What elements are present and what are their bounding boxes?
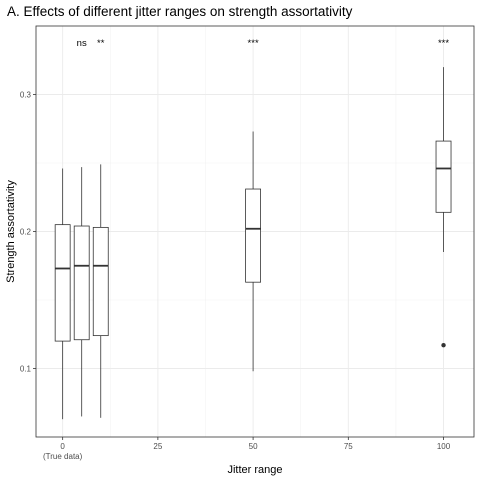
y-tick-label: 0.3 [20, 91, 32, 100]
box [54, 224, 71, 342]
significance-label: *** [248, 38, 259, 49]
outlier-point [441, 343, 446, 348]
box [245, 188, 261, 283]
boxplot [245, 131, 261, 372]
box [92, 226, 109, 337]
x-tick-label: 50 [249, 442, 258, 451]
y-axis-title: Strength assortativity [5, 180, 17, 283]
boxplot [435, 67, 452, 348]
boxplots [54, 67, 452, 420]
significance-label: ns [77, 38, 87, 49]
x-tick-label: 0 [60, 442, 65, 451]
significance-label: *** [438, 38, 449, 49]
chart-title: A. Effects of different jitter ranges on… [7, 4, 353, 19]
x-tick-label: 25 [153, 442, 162, 451]
x-axis-title: Jitter range [227, 464, 282, 476]
box [435, 140, 452, 213]
x-tick-sublabel: (True data) [43, 452, 83, 461]
axes: 0.1 0.2 0.3 0(True data) 25 50 75 100 [20, 91, 451, 462]
boxplot [54, 168, 71, 420]
box [73, 225, 90, 341]
boxplot [73, 167, 90, 417]
x-tick-label: 75 [344, 442, 353, 451]
y-tick-label: 0.1 [20, 365, 32, 374]
boxplot [92, 164, 109, 418]
x-tick-label: 100 [437, 442, 451, 451]
significance-label: ** [97, 38, 105, 49]
y-tick-label: 0.2 [20, 228, 32, 237]
significance-annotations: ns ** *** *** [77, 38, 450, 49]
